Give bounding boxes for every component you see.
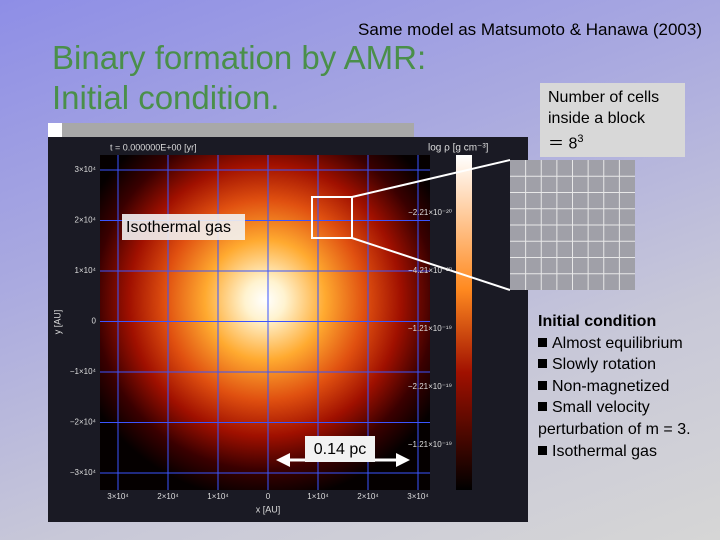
colorbar-tick-label: −2.21×10⁻²⁰ [408,208,452,217]
colorbar-tick-label: −4.21×10⁻²⁰ [408,266,452,275]
scale-box [305,436,375,462]
bullet [538,380,547,390]
note-text: Non-magnetized [552,377,670,395]
colorbar-label: log ρ [g cm⁻³] [428,143,489,154]
y-tick-label: −2×10⁴ [70,418,97,427]
time-label: t = 0.000000E+00 [yr] [110,142,197,152]
annotation: Isothermal gas [126,219,231,236]
x-tick-label: 1×10⁴ [307,492,329,501]
note-text: Almost equilibrium [552,334,683,352]
block-box [311,196,353,239]
x-tick-label: 2×10⁴ [157,492,179,501]
y-tick-label: 2×10⁴ [75,216,97,225]
colorbar-tick-label: −1.21×10⁻¹⁹ [408,440,452,449]
y-tick-label: −3×10⁴ [70,468,97,477]
bullet [538,337,547,347]
slide-title: Binary formation by AMR: Initial conditi… [52,38,426,118]
note-item: Almost equilibrium [538,333,708,355]
bullet [538,445,547,455]
arrow-head [396,453,410,467]
exponent: 3 [577,133,584,145]
colorbar-tick-label: −1.21×10⁻¹⁹ [408,324,452,333]
note-item: Isothermal gas [538,441,708,463]
note-item: Non-magnetized [538,376,708,398]
zoom-line [351,159,511,198]
title-line: Binary formation by AMR: [52,39,427,76]
note-item: Slowly rotation [538,354,708,376]
note-item: Small velocity perturbation of m = 3. [538,397,708,440]
x-tick-label: 3×10⁴ [107,492,129,501]
scale-label: 0.14 pc [314,441,366,458]
colorbar-tick-label: −2.21×10⁻¹⁹ [408,382,452,391]
y-tick-label: −1×10⁴ [70,367,97,376]
x-axis-label: x [AU] [256,504,281,514]
equation: ＝ 8 [548,135,578,153]
x-tick-label: 3×10⁴ [407,492,429,501]
colorbar [456,155,472,490]
density-map [100,155,430,490]
bullet [538,402,547,412]
y-axis-label: y [AU] [52,310,62,335]
notes: Initial condition Almost equilibrium Slow… [538,311,708,462]
x-tick-label: 1×10⁴ [207,492,229,501]
title-line: Initial condition. [52,79,280,116]
title-bar [62,123,414,137]
notes-heading: Initial condition [538,313,657,330]
y-tick-label: 0 [92,317,97,326]
zoom-line [351,237,511,291]
callout-line: inside a block [548,110,645,127]
source-note: Same model as Matsumoto & Hanawa (2003) [358,20,702,39]
bar-square [48,123,62,137]
callout-equation: ＝ 83 [548,129,685,154]
arrow-head [276,453,290,467]
x-tick-label: 0 [266,492,271,501]
bullet [538,359,547,369]
annotation-box [122,214,245,240]
note-text: Slowly rotation [552,356,657,374]
note-text: Isothermal gas [552,442,657,460]
callout: Number of cells inside a block ＝ 83 [540,83,685,157]
note-text: Small velocity perturbation of m = 3. [538,399,691,438]
x-tick-label: 2×10⁴ [357,492,379,501]
y-tick-label: 3×10⁴ [75,165,97,174]
y-tick-label: 1×10⁴ [75,266,97,275]
callout-line: Number of cells [548,89,660,106]
